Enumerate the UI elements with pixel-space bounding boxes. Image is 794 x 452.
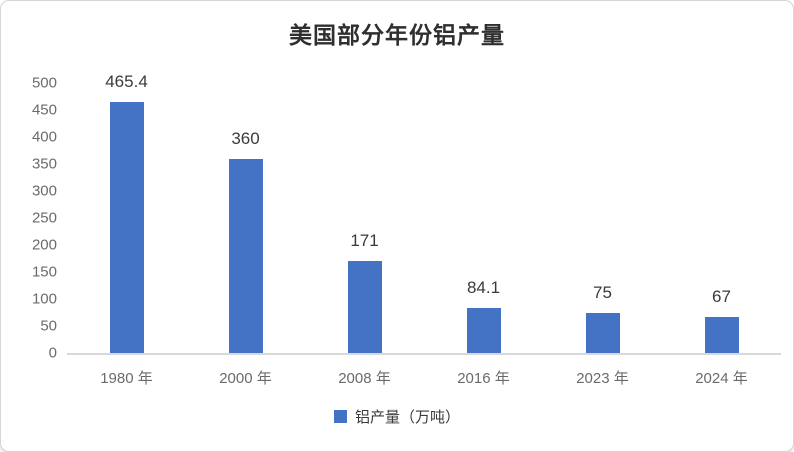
plot-area: 465.4 360 171 84.1 75 67 [67, 73, 781, 355]
plot-wrap: 465.4 360 171 84.1 75 67 1980 年 2000 年 2008 年 20… [67, 73, 781, 388]
x-axis: 1980 年 2000 年 2008 年 2016 年 2023 年 2024 年 [67, 367, 781, 388]
bar-value-label: 84.1 [466, 277, 501, 297]
bar-slot: 171 [305, 83, 424, 353]
y-tick-label: 150 [31, 263, 57, 281]
bar-slot: 465.4 [67, 73, 186, 353]
x-category-label: 2008 年 [338, 370, 391, 387]
legend-swatch-icon [333, 410, 347, 423]
x-category-label: 2000 年 [219, 370, 272, 387]
y-tick-label: 450 [31, 101, 57, 119]
bar[interactable] [585, 312, 620, 353]
bar-value-label: 465.4 [105, 71, 148, 91]
y-tick-label: 300 [31, 182, 57, 200]
bar[interactable] [704, 316, 739, 353]
bar-slot: 360 [186, 83, 305, 353]
bar-slot: 67 [662, 83, 781, 353]
legend: 铝产量（万吨） [1, 406, 793, 427]
bar-slot: 75 [543, 83, 662, 353]
bar[interactable] [109, 101, 144, 353]
bar[interactable] [347, 260, 382, 353]
x-category-label: 2023 年 [576, 370, 629, 387]
legend-label: 铝产量（万吨） [354, 409, 460, 426]
y-tick-label: 350 [31, 155, 57, 173]
bar[interactable] [228, 158, 263, 353]
y-tick-label: 50 [40, 317, 57, 335]
bar-value-label: 171 [350, 230, 379, 250]
bar-value-label: 360 [231, 128, 260, 148]
y-tick-label: 250 [31, 209, 57, 227]
y-tick-label: 400 [31, 128, 57, 146]
y-tick-label: 0 [48, 344, 57, 362]
x-category-label: 1980 年 [100, 370, 153, 387]
x-category-label: 2024 年 [695, 370, 748, 387]
y-tick-label: 500 [31, 74, 57, 92]
chart-title: 美国部分年份铝产量 [289, 22, 505, 49]
x-category-label: 2016 年 [457, 370, 510, 387]
bar[interactable] [466, 307, 501, 353]
bar-value-label: 67 [712, 286, 731, 306]
bar-slot: 84.1 [424, 83, 543, 353]
bar-value-label: 75 [593, 282, 612, 302]
y-tick-label: 100 [31, 290, 57, 308]
y-tick-label: 200 [31, 236, 57, 254]
y-axis: 0 50 100 150 200 250 300 350 400 450 500 [13, 76, 57, 361]
